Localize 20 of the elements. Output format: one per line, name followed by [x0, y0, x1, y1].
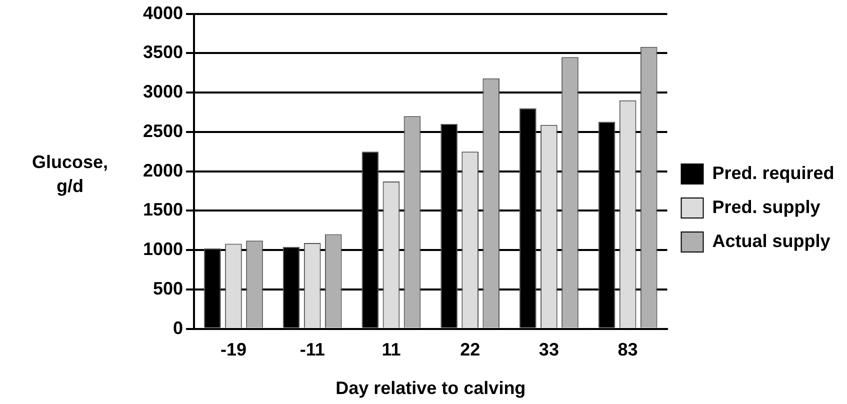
x-tick-label: 83 — [618, 340, 638, 360]
legend-label: Actual supply — [712, 230, 830, 251]
y-tick-label: 4000 — [142, 2, 184, 23]
x-axis-title: Day relative to calving — [336, 378, 526, 398]
y-tick-label: 2500 — [142, 120, 184, 141]
y-axis-title: Glucose, g/d — [30, 151, 110, 198]
x-tick-label: 22 — [460, 340, 480, 360]
x-tick-label: 33 — [538, 340, 559, 360]
legend-label: Pred. required — [712, 162, 834, 183]
y-tick-label: 3000 — [142, 82, 184, 102]
y-tick-label: 1000 — [142, 239, 184, 260]
y-tick-label: 3500 — [142, 42, 184, 62]
x-tick-label: 11 — [382, 340, 401, 360]
y-tick-label: 1500 — [142, 200, 184, 220]
x-tick-label: -11 — [300, 340, 325, 360]
x-tick-label: -19 — [220, 340, 246, 360]
y-tick-label: 0 — [173, 318, 184, 338]
legend-label: Pred. supply — [712, 196, 820, 217]
y-tick-label: 2000 — [142, 160, 184, 180]
y-tick-label: 500 — [152, 278, 184, 298]
